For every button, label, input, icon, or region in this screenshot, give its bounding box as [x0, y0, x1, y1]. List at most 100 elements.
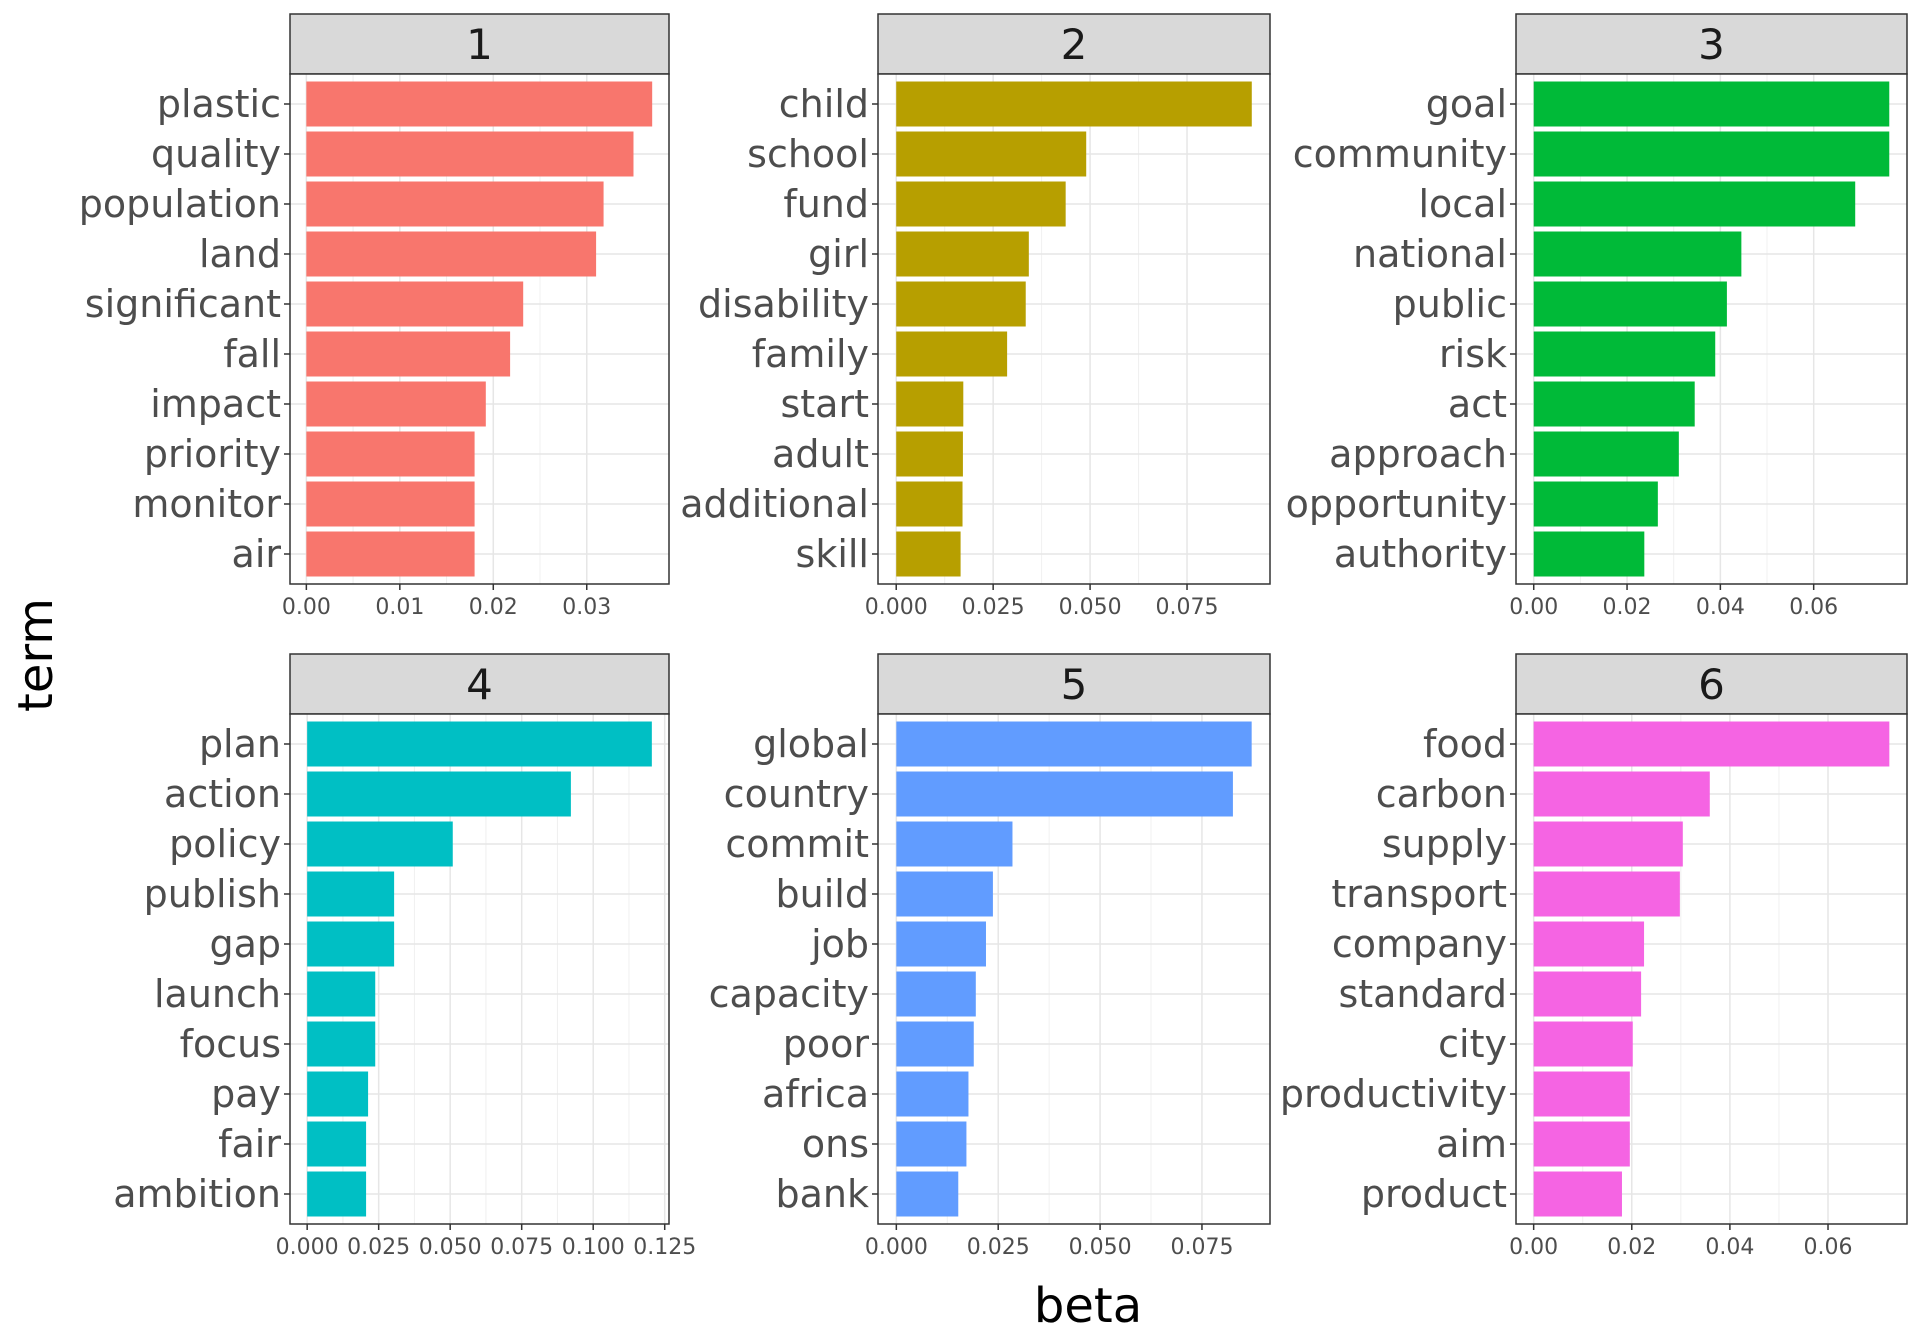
- bar: [306, 131, 634, 177]
- x-tick-label: 0.01: [375, 595, 424, 620]
- term-label: act: [1448, 382, 1507, 426]
- bar: [896, 431, 963, 477]
- x-tick-label: 0.04: [1696, 595, 1745, 620]
- panel-border: [289, 713, 670, 1225]
- term-label: capacity: [709, 972, 869, 1016]
- bar: [896, 231, 1029, 277]
- bar: [896, 381, 964, 427]
- bar: [306, 281, 524, 327]
- x-tick-label: 0.050: [1059, 595, 1122, 620]
- term-label: aim: [1436, 1122, 1507, 1166]
- bar: [1533, 531, 1645, 577]
- x-tick-label: 0.000: [865, 595, 928, 620]
- bar: [896, 531, 961, 577]
- term-label: job: [810, 922, 869, 966]
- bar: [896, 181, 1066, 227]
- x-tick-label: 0.050: [419, 1235, 482, 1260]
- bar: [1533, 921, 1645, 967]
- facet-panel-2: 2 child school fund girl disability family star…: [680, 13, 1271, 620]
- term-label: global: [753, 722, 869, 766]
- panel-border: [1515, 713, 1908, 1225]
- x-tick-label: 0.075: [1156, 595, 1219, 620]
- term-label: standard: [1338, 972, 1507, 1016]
- term-label: community: [1293, 132, 1507, 176]
- facet-panel-4: 4 plan action policy publish gap launch focus pa…: [113, 653, 696, 1260]
- panel-border: [877, 713, 1271, 1225]
- term-label: commit: [725, 822, 869, 866]
- bar: [307, 821, 453, 867]
- term-label: supply: [1382, 822, 1507, 866]
- x-tick-label: 0.050: [1069, 1235, 1132, 1260]
- term-label: transport: [1331, 872, 1507, 916]
- term-label: monitor: [132, 482, 281, 526]
- facet-panels: 1 plastic quality population land significant…: [79, 13, 1908, 1260]
- bar: [1533, 231, 1742, 277]
- bar: [896, 771, 1233, 817]
- bar: [307, 871, 395, 917]
- term-label: quality: [151, 132, 281, 176]
- term-label: approach: [1329, 432, 1507, 476]
- facet-panel-3: 3 goal community local national public risk act…: [1286, 13, 1908, 620]
- term-label: girl: [808, 232, 869, 276]
- bar: [1533, 821, 1683, 867]
- bar: [307, 1171, 367, 1217]
- bar: [1533, 131, 1890, 177]
- bar: [306, 181, 604, 227]
- bar: [896, 81, 1252, 127]
- term-label: local: [1418, 182, 1507, 226]
- bar: [1533, 281, 1727, 327]
- facet-panel-1: 1 plastic quality population land significant…: [79, 13, 670, 620]
- x-tick-label: 0.000: [865, 1235, 928, 1260]
- facet-strip-label: 1: [466, 20, 493, 69]
- bar: [307, 921, 395, 967]
- bar: [307, 971, 376, 1017]
- bar: [896, 921, 986, 967]
- term-label: fund: [783, 182, 869, 226]
- y-axis-title: term: [8, 598, 64, 712]
- bar: [1533, 1021, 1633, 1067]
- term-label: pay: [211, 1072, 281, 1116]
- facet-strip-label: 4: [466, 660, 493, 709]
- facet-strip: [1515, 653, 1908, 715]
- x-tick-label: 0.00: [1509, 595, 1558, 620]
- x-tick-label: 0.03: [562, 595, 611, 620]
- term-label: significant: [85, 282, 281, 326]
- facet-panel-6: 6 food carbon supply transport company standar…: [1280, 653, 1908, 1260]
- term-label: productivity: [1280, 1072, 1507, 1116]
- term-label: bank: [776, 1172, 870, 1216]
- term-label: authority: [1334, 532, 1507, 576]
- facet-strip-label: 2: [1061, 20, 1088, 69]
- term-label: public: [1393, 282, 1507, 326]
- x-tick-label: 0.06: [1804, 1235, 1853, 1260]
- term-label: gap: [209, 922, 281, 966]
- x-tick-label: 0.125: [633, 1235, 696, 1260]
- bar: [896, 331, 1008, 377]
- term-label: food: [1423, 722, 1507, 766]
- term-label: plastic: [157, 82, 281, 126]
- term-label: city: [1438, 1022, 1507, 1066]
- term-label: start: [780, 382, 869, 426]
- bar: [306, 531, 475, 577]
- bar: [306, 81, 653, 127]
- x-tick-label: 0.02: [1607, 1235, 1656, 1260]
- facet-strip-label: 6: [1698, 660, 1725, 709]
- bar: [1533, 1171, 1622, 1217]
- bar: [896, 871, 993, 917]
- bar: [307, 1071, 369, 1117]
- bar: [896, 821, 1013, 867]
- bar: [1533, 871, 1680, 917]
- bar: [896, 281, 1026, 327]
- term-label: fall: [223, 332, 281, 376]
- facet-strip-label: 3: [1698, 20, 1725, 69]
- x-tick-label: 0.000: [276, 1235, 339, 1260]
- bar: [1533, 431, 1679, 477]
- term-label: company: [1332, 922, 1507, 966]
- facet-panel-5: 5 global country commit build job capacity poor…: [709, 653, 1271, 1260]
- term-label: risk: [1439, 332, 1507, 376]
- term-label: opportunity: [1286, 482, 1507, 526]
- bar: [896, 721, 1252, 767]
- bar: [1533, 331, 1716, 377]
- term-label: family: [752, 332, 869, 376]
- term-label: build: [776, 872, 869, 916]
- bar: [896, 1021, 974, 1067]
